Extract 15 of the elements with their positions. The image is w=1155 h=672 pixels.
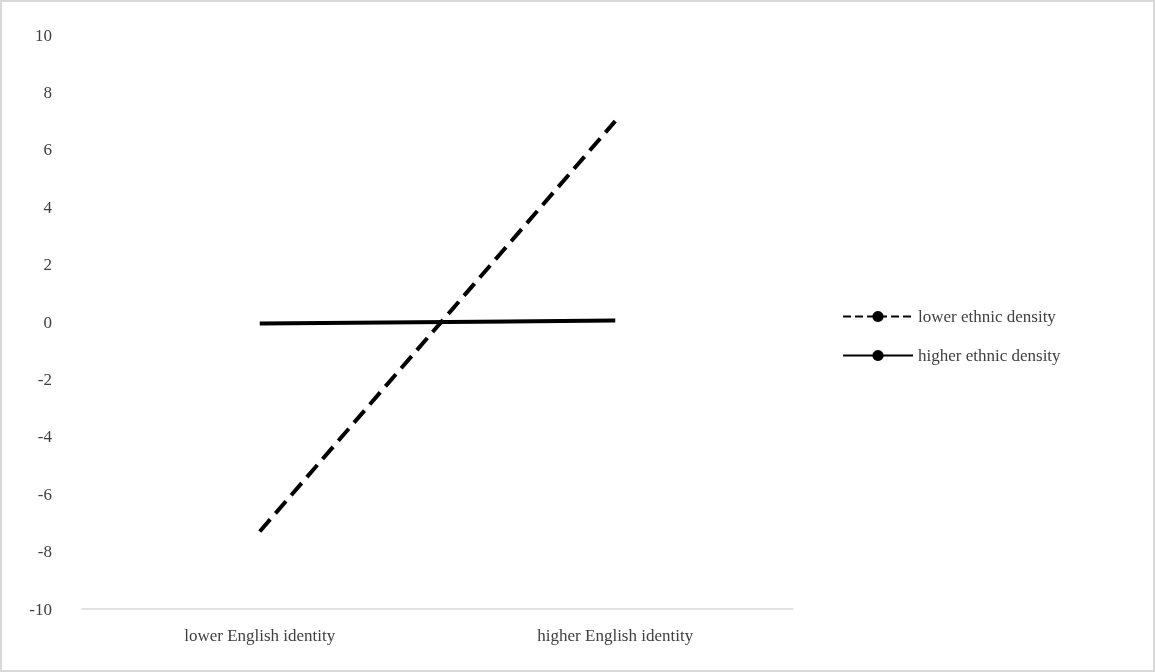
y-tick-label: -10 (29, 599, 52, 619)
y-tick-label: 0 (43, 312, 52, 332)
y-tick-label: 8 (43, 82, 52, 102)
y-tick-label: -4 (37, 427, 53, 447)
x-tick-label: lower English identity (184, 626, 336, 645)
y-tick-label: 4 (43, 197, 53, 217)
y-tick-label: 10 (35, 25, 52, 45)
y-tick-label: -2 (37, 369, 52, 389)
x-tick-label: higher English identity (537, 626, 694, 645)
y-tick-label: -8 (37, 542, 52, 562)
y-tick-label: 6 (43, 140, 52, 160)
y-tick-label: -6 (37, 484, 52, 504)
legend-label: lower ethnic density (918, 307, 1057, 326)
legend-label: higher ethnic density (918, 346, 1062, 365)
y-tick-label: 2 (43, 255, 52, 275)
